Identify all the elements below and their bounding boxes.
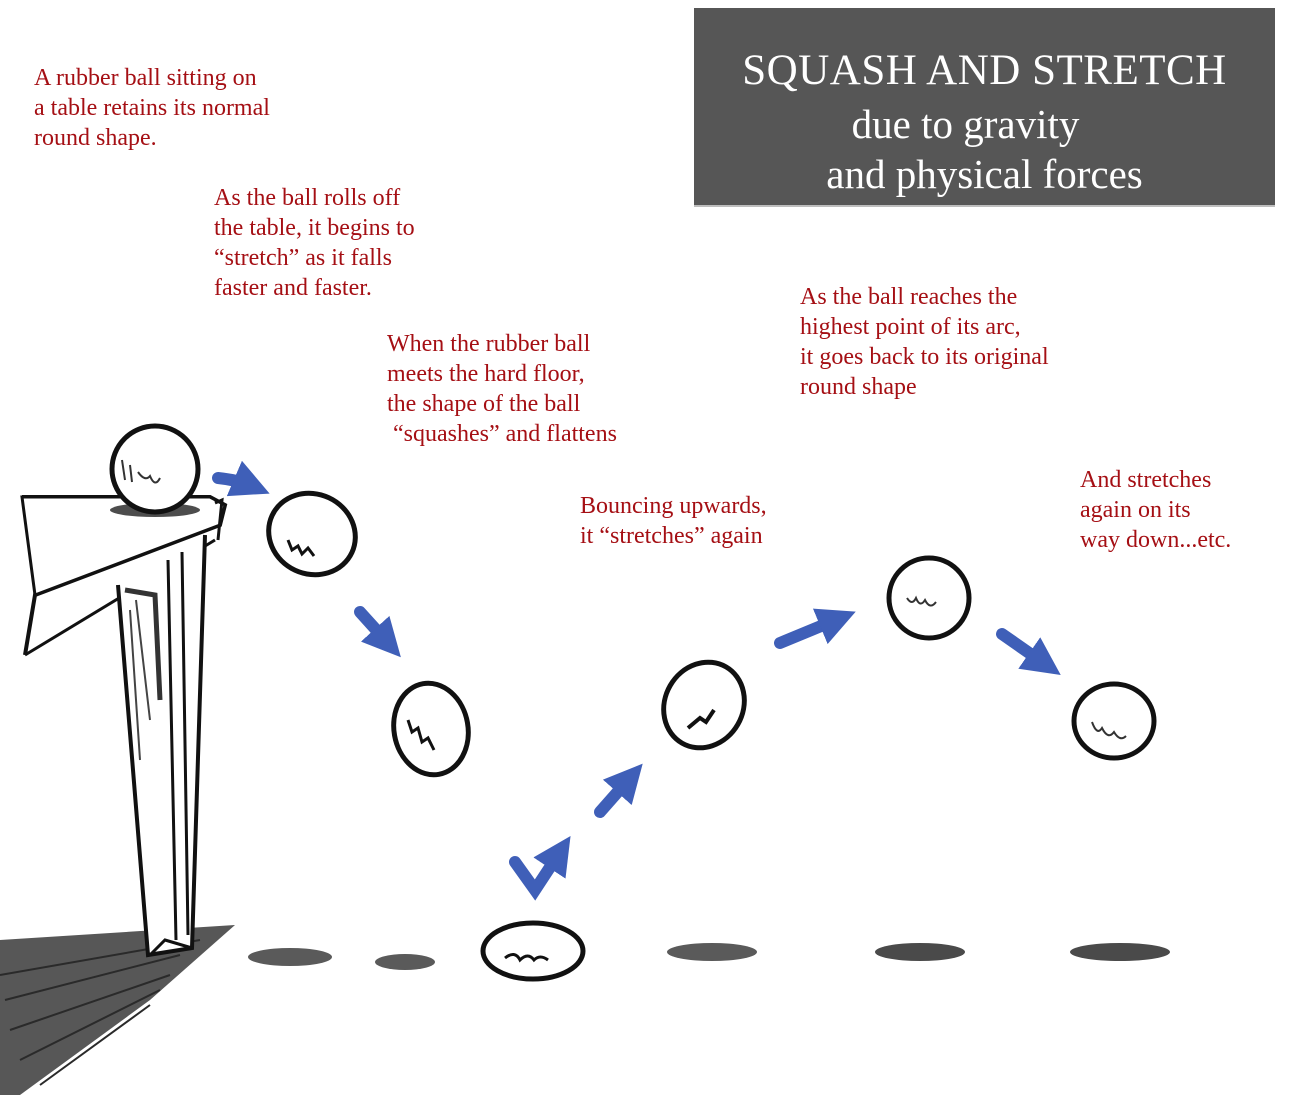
ball-shadow bbox=[375, 954, 435, 970]
rubber-ball-icon bbox=[1071, 681, 1157, 761]
rubber-ball-icon bbox=[480, 920, 586, 982]
rubber-ball-icon bbox=[391, 680, 471, 778]
ball-shadow bbox=[667, 943, 757, 961]
motion-arrow-icon bbox=[354, 606, 401, 658]
note-falling-stretch: And stretches again on its way down...et… bbox=[1080, 467, 1232, 553]
motion-arrow-icon bbox=[996, 628, 1061, 675]
motion-arrow-icon bbox=[212, 460, 270, 497]
ball-shadow bbox=[1070, 943, 1170, 961]
rubber-ball-icon bbox=[661, 659, 747, 751]
balls bbox=[109, 423, 1157, 982]
rubber-ball-icon bbox=[266, 490, 358, 578]
note-rolling-off: As the ball rolls off the table, it begi… bbox=[214, 185, 415, 301]
motion-arrow-icon bbox=[594, 763, 643, 818]
table bbox=[20, 495, 228, 958]
floor-shadow bbox=[0, 925, 235, 1095]
rubber-ball-icon bbox=[109, 423, 201, 515]
title-line-3: and physical forces bbox=[826, 151, 1143, 197]
title-banner: SQUASH AND STRETCH due to gravity and ph… bbox=[694, 8, 1275, 207]
note-apex-round: As the ball reaches the highest point of… bbox=[800, 284, 1049, 400]
motion-arrows bbox=[212, 460, 1061, 901]
motion-arrow-icon bbox=[774, 608, 856, 649]
motion-arrow-icon bbox=[509, 835, 571, 901]
note-bounce-stretch: Bouncing upwards, it “stretches” again bbox=[580, 493, 767, 549]
ball-shadow bbox=[248, 948, 332, 966]
floor-shadows bbox=[248, 943, 1170, 970]
rubber-ball-icon bbox=[886, 555, 972, 641]
title-line-2: due to gravity bbox=[851, 101, 1080, 147]
note-impact-squash: When the rubber ball meets the hard floo… bbox=[387, 331, 617, 447]
title-line-1: SQUASH AND STRETCH bbox=[742, 47, 1227, 94]
ball-shadow bbox=[875, 943, 965, 961]
note-resting-ball: A rubber ball sitting on a table retains… bbox=[34, 65, 270, 151]
